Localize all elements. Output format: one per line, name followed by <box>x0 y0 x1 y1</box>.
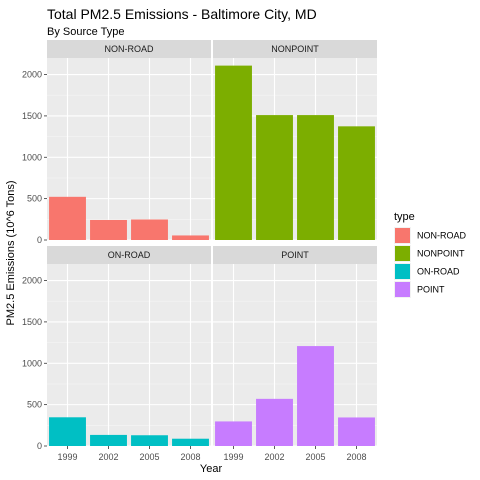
bar-point-1999[interactable] <box>215 421 252 446</box>
bar-on-road-1999[interactable] <box>49 417 86 446</box>
x-tick-label: 1999 <box>57 452 77 462</box>
legend-label-non-road[interactable]: NON-ROAD <box>417 231 466 241</box>
x-tick-label: 2002 <box>264 452 284 462</box>
facet-strip-nonpoint <box>213 40 377 58</box>
facet-strip-point <box>213 246 377 264</box>
x-tick-label: 2005 <box>305 452 325 462</box>
x-tick-label: 2008 <box>346 452 366 462</box>
facet-strip-label: ON-ROAD <box>108 250 151 260</box>
y-axis-title: PM2.5 Emissions (10^6 Tons) <box>5 181 17 326</box>
x-tick-label: 2005 <box>139 452 159 462</box>
y-tick-label: 1000 <box>22 152 42 162</box>
x-tick-label: 2008 <box>180 452 200 462</box>
legend-label-nonpoint[interactable]: NONPOINT <box>417 249 465 259</box>
bar-point-2008[interactable] <box>338 417 375 446</box>
facet-strip-label: NON-ROAD <box>105 44 154 54</box>
facet-strip-non-road <box>47 40 211 58</box>
legend-swatch-point[interactable] <box>395 282 410 297</box>
y-tick-label: 500 <box>27 194 42 204</box>
bar-on-road-2002[interactable] <box>90 434 127 446</box>
y-tick-label: 1000 <box>22 358 42 368</box>
legend-label-on-road[interactable]: ON-ROAD <box>417 267 460 277</box>
bar-non-road-1999[interactable] <box>49 196 86 240</box>
x-tick-label: 1999 <box>223 452 243 462</box>
y-tick-label: 0 <box>37 441 42 451</box>
x-axis-title: Year <box>200 463 223 475</box>
y-tick-label: 2000 <box>22 276 42 286</box>
legend-swatch-non-road[interactable] <box>395 228 410 243</box>
chart-subtitle: By Source Type <box>47 26 124 38</box>
facet-strip-label: POINT <box>281 250 309 260</box>
chart-title: Total PM2.5 Emissions - Baltimore City, … <box>47 6 317 22</box>
bar-nonpoint-2002[interactable] <box>256 115 293 240</box>
legend-swatch-nonpoint[interactable] <box>395 246 410 261</box>
plot-layer: NON-ROAD 0 500 1000 1500 2000 NONPOINT ON-ROAD 0… <box>22 40 466 462</box>
bar-nonpoint-2008[interactable] <box>338 126 375 240</box>
bar-on-road-2005[interactable] <box>131 435 168 446</box>
facet-strip-label: NONPOINT <box>271 44 319 54</box>
y-tick-label: 2000 <box>22 70 42 80</box>
bar-non-road-2008[interactable] <box>172 235 209 240</box>
bar-point-2005[interactable] <box>297 346 334 446</box>
y-tick-label: 500 <box>27 400 42 410</box>
y-tick-label: 1500 <box>22 317 42 327</box>
x-tick-label: 2002 <box>98 452 118 462</box>
legend-swatch-on-road[interactable] <box>395 264 410 279</box>
bar-nonpoint-1999[interactable] <box>215 65 252 241</box>
bar-non-road-2002[interactable] <box>90 219 127 240</box>
bar-non-road-2005[interactable] <box>131 219 168 240</box>
bar-nonpoint-2005[interactable] <box>297 115 334 240</box>
bar-point-2002[interactable] <box>256 398 293 446</box>
legend-label-point[interactable]: POINT <box>417 285 445 295</box>
bar-on-road-2008[interactable] <box>172 438 209 446</box>
panel-background <box>47 264 211 446</box>
y-tick-label: 1500 <box>22 111 42 121</box>
facet-strip-on-road <box>47 246 211 264</box>
panel-background <box>213 264 377 446</box>
legend-title: type <box>394 211 415 223</box>
y-tick-label: 0 <box>37 235 42 245</box>
